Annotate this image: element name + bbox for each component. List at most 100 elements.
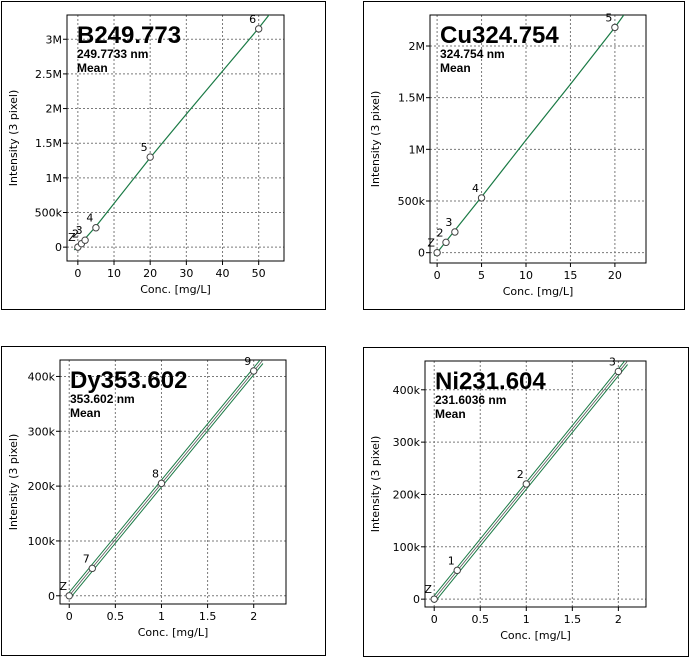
data-point bbox=[146, 153, 154, 161]
y-tick-label: 2M bbox=[409, 40, 426, 53]
y-tick-label: 0 bbox=[55, 241, 62, 254]
data-point bbox=[611, 23, 619, 32]
x-tick-label: 2 bbox=[615, 613, 622, 626]
x-tick-label: 0.5 bbox=[472, 613, 490, 626]
calibration-panel-ni: 0 0.5 1 1.5 2 0 100k 200k 300k 400k Conc. [mg/L] In… bbox=[363, 347, 689, 657]
y-tick-label: 100k bbox=[393, 541, 421, 554]
confidence-band-upper bbox=[68, 360, 261, 593]
y-tick-label: 1M bbox=[46, 172, 63, 185]
x-axis-label: Conc. [mg/L] bbox=[138, 626, 209, 639]
chart-title: Ni231.604 bbox=[435, 368, 546, 395]
y-tick-label: 2.5M bbox=[35, 68, 62, 81]
plot-area bbox=[66, 14, 285, 262]
x-axis-label: Conc. [mg/L] bbox=[140, 283, 211, 296]
chart-b: 0 10 20 30 40 50 0 500k 1M 1.5M 2M 2.5M 3M Conc. [mg/… bbox=[7, 13, 285, 296]
y-tick-label: 1.5M bbox=[398, 92, 425, 105]
y-tick-label: 0 bbox=[48, 590, 55, 603]
point-label: 9 bbox=[244, 355, 251, 368]
y-axis-label: Intensity (3 pixel) bbox=[369, 436, 382, 533]
x-tick-label: 1.5 bbox=[199, 610, 217, 623]
data-point bbox=[65, 592, 73, 600]
data-point bbox=[614, 367, 623, 376]
x-tick-label: 50 bbox=[252, 267, 266, 280]
point-label: Z bbox=[427, 237, 435, 250]
point-label: 3 bbox=[609, 355, 616, 368]
x-tick-label: 15 bbox=[563, 269, 577, 282]
y-tick-label: 100k bbox=[28, 535, 56, 548]
calibration-panel-dy: 0 0.5 1 1.5 2 0 100k 200k 300k 400k Conc. [mg/L] In… bbox=[1, 346, 326, 656]
chart-statistic: Mean bbox=[70, 406, 101, 420]
data-point bbox=[254, 25, 263, 33]
x-tick-label: 5 bbox=[478, 269, 485, 282]
x-tick-label: 40 bbox=[216, 267, 230, 280]
x-tick-label: 20 bbox=[143, 267, 157, 280]
x-tick-label: 1.5 bbox=[564, 613, 582, 626]
point-label: 1 bbox=[448, 554, 455, 567]
data-point bbox=[250, 367, 258, 375]
confidence-band-upper bbox=[433, 361, 626, 596]
fit-line bbox=[433, 361, 628, 600]
y-tick-label: 3M bbox=[46, 33, 63, 46]
y-tick-label: 200k bbox=[28, 480, 56, 493]
chart-title: Cu324.754 bbox=[440, 22, 559, 49]
point-label: 3 bbox=[445, 216, 452, 229]
data-point bbox=[88, 564, 96, 573]
chart-wavelength: 249.7733 nm bbox=[77, 47, 148, 61]
point-label: 2 bbox=[72, 228, 79, 241]
data-point bbox=[157, 479, 166, 488]
chart-statistic: Mean bbox=[77, 61, 108, 75]
calibration-panel-cu: 0 5 10 15 20 0 500k 1M 1.5M 2M Conc. [mg/L] Intensi… bbox=[363, 1, 685, 310]
chart-wavelength: 324.754 nm bbox=[440, 47, 505, 61]
plot-area bbox=[59, 359, 287, 605]
chart-ni: 0 0.5 1 1.5 2 0 100k 200k 300k 400k Conc. [mg/L] In… bbox=[369, 355, 647, 642]
data-point bbox=[453, 566, 461, 575]
point-label: 7 bbox=[83, 552, 90, 565]
point-label: Z bbox=[68, 231, 76, 244]
confidence-band-lower bbox=[68, 363, 264, 600]
y-tick-label: 300k bbox=[28, 425, 56, 438]
calibration-panel-b: 0 10 20 30 40 50 0 500k 1M 1.5M 2M 2.5M 3M Conc. [mg/… bbox=[1, 1, 326, 310]
chart-title: B249.773 bbox=[77, 22, 181, 49]
x-axis-label: Conc. [mg/L] bbox=[500, 629, 571, 642]
y-tick-label: 300k bbox=[393, 436, 421, 449]
x-tick-label: 10 bbox=[107, 267, 121, 280]
point-label: 5 bbox=[605, 11, 612, 24]
data-point bbox=[522, 480, 530, 488]
fit-line bbox=[68, 360, 264, 597]
x-tick-label: 1 bbox=[523, 613, 530, 626]
y-tick-label: 500k bbox=[398, 195, 426, 208]
point-label: 8 bbox=[152, 467, 159, 480]
y-tick-label: 500k bbox=[35, 206, 63, 219]
chart-wavelength: 353.602 nm bbox=[70, 392, 135, 406]
chart-statistic: Mean bbox=[435, 407, 466, 421]
confidence-band-lower bbox=[433, 364, 628, 603]
chart-statistic: Mean bbox=[440, 61, 471, 75]
chart-wavelength: 231.6036 nm bbox=[435, 393, 506, 407]
data-point bbox=[430, 595, 438, 603]
y-tick-label: 0 bbox=[418, 247, 425, 260]
x-tick-label: 2 bbox=[250, 610, 257, 623]
plot-area bbox=[429, 14, 647, 264]
x-tick-label: 10 bbox=[519, 269, 533, 282]
x-tick-label: 0 bbox=[66, 610, 73, 623]
x-tick-label: 20 bbox=[608, 269, 622, 282]
chart-dy: 0 0.5 1 1.5 2 0 100k 200k 300k 400k Conc. [mg/L] In… bbox=[7, 355, 287, 639]
data-point bbox=[92, 224, 100, 232]
point-label: 4 bbox=[86, 212, 93, 225]
x-tick-label: 1 bbox=[158, 610, 165, 623]
chart-title: Dy353.602 bbox=[70, 367, 187, 394]
x-tick-label: 0 bbox=[74, 267, 81, 280]
y-tick-label: 400k bbox=[393, 384, 421, 397]
point-label: Z bbox=[424, 583, 432, 596]
y-axis-label: Intensity (3 pixel) bbox=[7, 434, 20, 531]
point-label: 6 bbox=[249, 13, 256, 26]
point-label: 3 bbox=[76, 224, 83, 237]
data-point bbox=[81, 236, 89, 244]
y-axis-label: Intensity (3 pixel) bbox=[369, 91, 382, 188]
x-tick-label: 0 bbox=[431, 613, 438, 626]
point-label: Z bbox=[59, 580, 67, 593]
x-axis-label: Conc. [mg/L] bbox=[503, 285, 574, 298]
x-tick-label: 0 bbox=[434, 269, 441, 282]
point-label: 2 bbox=[517, 468, 524, 481]
point-label: 5 bbox=[141, 141, 148, 154]
